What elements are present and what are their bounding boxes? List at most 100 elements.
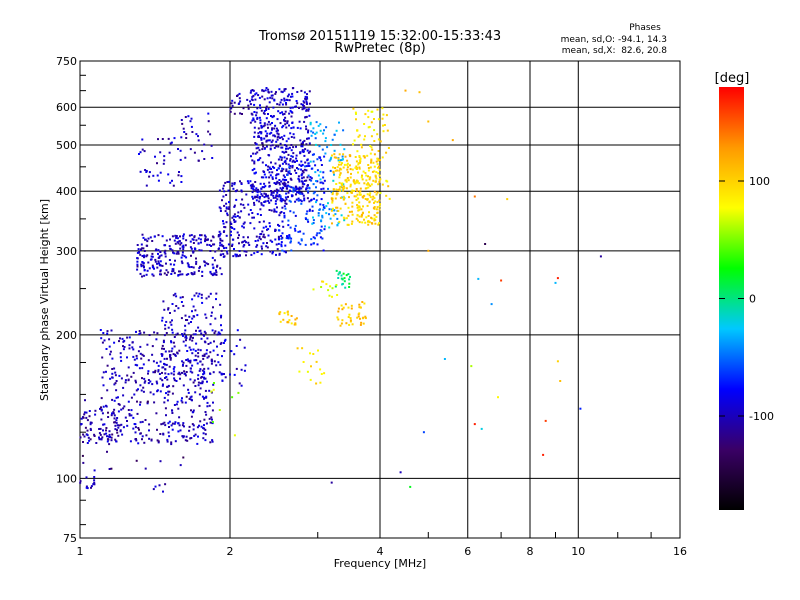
data-point xyxy=(158,263,161,266)
data-point xyxy=(266,123,269,126)
data-point xyxy=(301,185,304,188)
data-point xyxy=(189,396,192,399)
data-point xyxy=(122,407,125,410)
data-point xyxy=(299,152,302,155)
data-point xyxy=(278,195,280,198)
data-point xyxy=(303,101,306,104)
data-point xyxy=(383,124,386,126)
data-point xyxy=(233,101,236,104)
data-point xyxy=(231,245,233,247)
data-point xyxy=(144,380,147,383)
data-point xyxy=(278,179,281,181)
data-point xyxy=(253,131,256,134)
data-point xyxy=(316,180,319,183)
data-point xyxy=(287,184,289,187)
data-point xyxy=(262,235,265,238)
data-point xyxy=(268,139,271,142)
data-point xyxy=(186,439,189,442)
data-point xyxy=(295,188,298,190)
data-point xyxy=(154,249,157,252)
data-point xyxy=(275,177,278,180)
data-point xyxy=(171,235,174,238)
data-point xyxy=(131,341,134,344)
data-point xyxy=(231,227,234,229)
data-point xyxy=(212,371,215,374)
data-point xyxy=(203,158,206,160)
data-point xyxy=(303,154,306,157)
data-point xyxy=(275,127,278,130)
data-point xyxy=(373,197,376,200)
data-point xyxy=(300,187,303,190)
data-point xyxy=(319,159,322,162)
data-point xyxy=(288,99,291,102)
data-point xyxy=(201,354,204,357)
data-point xyxy=(156,162,158,165)
data-point xyxy=(260,109,263,112)
data-point xyxy=(222,222,225,225)
colorbar-label: [deg] xyxy=(715,71,750,86)
data-point xyxy=(317,214,320,217)
data-point xyxy=(200,241,202,244)
data-point xyxy=(275,182,278,185)
data-point xyxy=(231,182,234,185)
data-point xyxy=(306,97,309,100)
data-point xyxy=(106,389,109,392)
data-point xyxy=(381,117,384,120)
data-point xyxy=(183,370,186,373)
data-point xyxy=(201,382,204,385)
data-point xyxy=(233,183,236,186)
data-point xyxy=(173,137,176,140)
data-point xyxy=(101,356,104,359)
data-point xyxy=(189,336,192,339)
data-point xyxy=(256,213,259,216)
data-point xyxy=(139,421,142,424)
data-point xyxy=(300,89,303,92)
data-point xyxy=(143,254,146,257)
data-point xyxy=(322,182,325,185)
data-point xyxy=(321,216,324,219)
data-point xyxy=(190,254,192,257)
data-point xyxy=(165,273,168,276)
data-point xyxy=(172,251,174,254)
data-point xyxy=(148,171,151,174)
data-point xyxy=(165,392,167,395)
data-point xyxy=(112,412,115,415)
data-point xyxy=(254,120,257,123)
data-point xyxy=(203,367,206,370)
data-point xyxy=(309,176,312,179)
data-point xyxy=(182,384,185,387)
data-point xyxy=(154,485,157,488)
data-point xyxy=(275,188,278,191)
data-point xyxy=(157,138,159,141)
data-point xyxy=(376,133,379,136)
data-point xyxy=(157,440,160,443)
data-point xyxy=(303,106,306,109)
data-point xyxy=(280,243,283,246)
data-point xyxy=(202,437,205,440)
data-point xyxy=(215,292,218,295)
data-point xyxy=(108,443,111,446)
data-point xyxy=(276,180,279,183)
data-point xyxy=(364,172,367,174)
data-point xyxy=(253,111,256,113)
data-point xyxy=(128,344,131,347)
data-point xyxy=(171,428,174,431)
data-point xyxy=(162,366,165,369)
data-point xyxy=(369,166,372,169)
data-point xyxy=(120,423,123,426)
data-point xyxy=(381,107,384,110)
data-point xyxy=(289,106,292,109)
data-point xyxy=(335,156,338,159)
data-point xyxy=(156,439,159,442)
data-point xyxy=(243,221,246,224)
data-point xyxy=(217,361,220,364)
data-point xyxy=(247,107,250,110)
data-point xyxy=(241,225,244,228)
data-point xyxy=(370,216,373,219)
data-point xyxy=(367,167,370,169)
data-point xyxy=(255,111,258,114)
data-point xyxy=(215,364,218,367)
data-point xyxy=(283,216,286,219)
data-point xyxy=(318,145,321,148)
data-point xyxy=(261,148,264,151)
